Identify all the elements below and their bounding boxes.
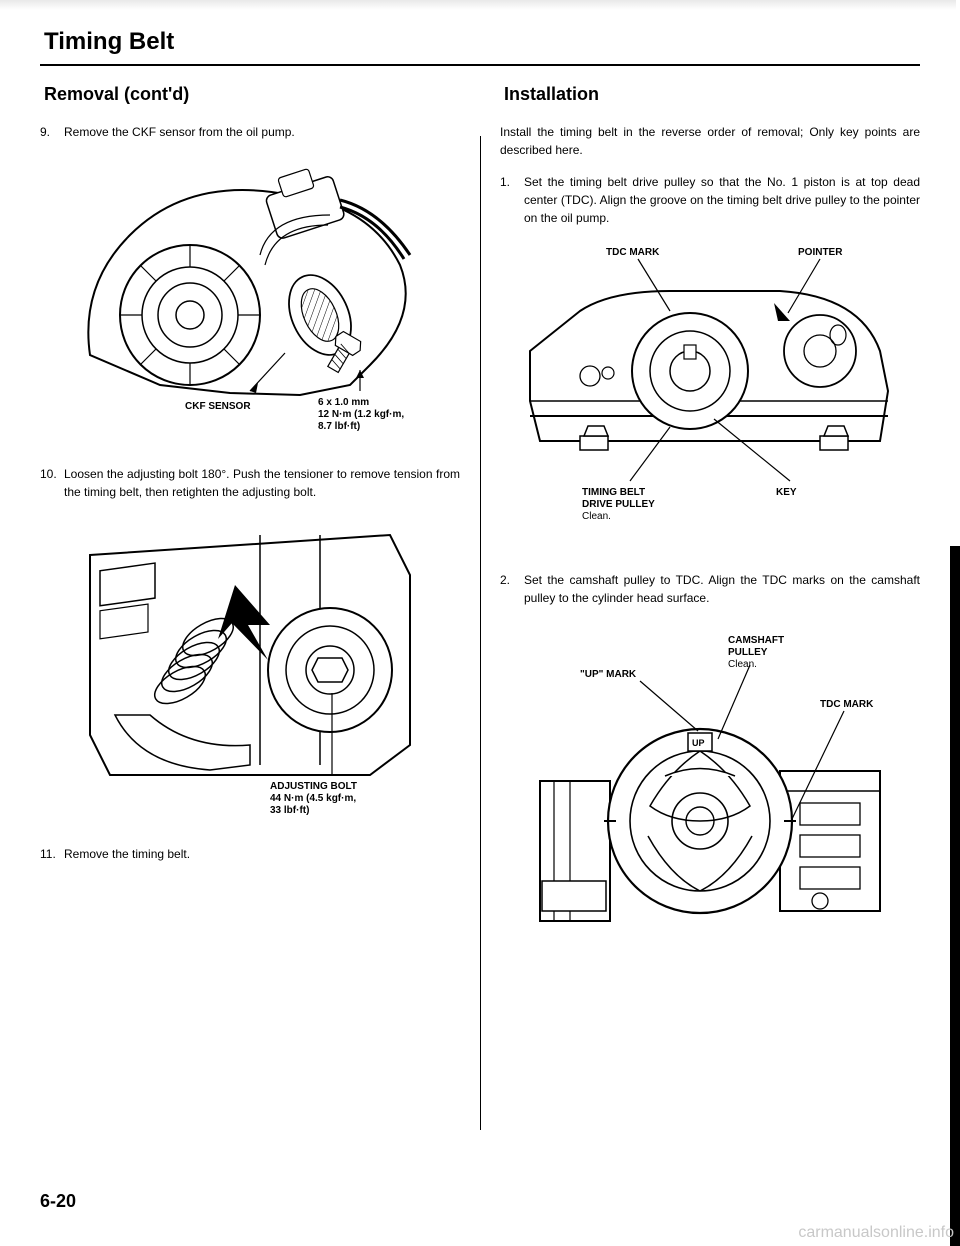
right-column: Installation Install the timing belt in … [480, 66, 920, 1170]
step-10: 10. Loosen the adjusting bolt 180°. Push… [40, 465, 460, 501]
ckf-sensor-label: CKF SENSOR [185, 401, 251, 412]
adjusting-bolt-l1: ADJUSTING BOLT [270, 781, 357, 792]
step-number: 1. [500, 173, 524, 227]
pointer-label: POINTER [798, 247, 843, 258]
camshaft-l3: Clean. [728, 659, 757, 670]
figure-drive-pulley: TDC MARK POINTER TIMING BELT DRIVE PULLE… [500, 241, 920, 541]
bolt-spec-l3: 8.7 lbf·ft) [318, 421, 360, 432]
left-column: Removal (cont'd) 9. Remove the CKF senso… [40, 66, 480, 1170]
timing-belt-l3: Clean. [582, 511, 611, 522]
camshaft-l1: CAMSHAFT [728, 635, 784, 646]
figure-camshaft-pulley: UP "UP" MARK CAMSHAFT PULLEY Clean. TDC … [500, 621, 920, 941]
step-text: Loosen the adjusting bolt 180°. Push the… [64, 465, 460, 501]
step-number: 10. [40, 465, 64, 501]
figure-adjusting-bolt: ADJUSTING BOLT 44 N·m (4.5 kgf·m, 33 lbf… [40, 515, 460, 815]
step-text: Remove the CKF sensor from the oil pump. [64, 123, 460, 141]
installation-heading: Installation [500, 84, 920, 105]
step-2: 2. Set the camshaft pulley to TDC. Align… [500, 571, 920, 607]
step-text: Set the camshaft pulley to TDC. Align th… [524, 571, 920, 607]
figure-ckf-sensor: CKF SENSOR 6 x 1.0 mm 12 N·m (1.2 kgf·m,… [40, 155, 460, 435]
up-mark-label: "UP" MARK [580, 669, 637, 680]
page-title: Timing Belt [40, 28, 920, 56]
adjusting-bolt-l2: 44 N·m (4.5 kgf·m, [270, 793, 356, 804]
key-label: KEY [776, 487, 797, 498]
tdc-mark-label: TDC MARK [606, 247, 660, 258]
step-text: Remove the timing belt. [64, 845, 460, 863]
page-edge-shadow [950, 546, 960, 1246]
step-text: Set the timing belt drive pulley so that… [524, 173, 920, 227]
step-11: 11. Remove the timing belt. [40, 845, 460, 863]
watermark: carmanualsonline.info [798, 1224, 954, 1242]
bolt-spec-l1: 6 x 1.0 mm [318, 397, 369, 408]
installation-intro: Install the timing belt in the reverse o… [500, 123, 920, 159]
camshaft-l2: PULLEY [728, 647, 768, 658]
step-number: 9. [40, 123, 64, 141]
column-divider [480, 136, 481, 1130]
timing-belt-l1: TIMING BELT [582, 487, 645, 498]
adjusting-bolt-l3: 33 lbf·ft) [270, 805, 309, 815]
removal-heading: Removal (cont'd) [40, 84, 460, 105]
svg-text:UP: UP [692, 738, 705, 748]
step-number: 11. [40, 845, 64, 863]
step-number: 2. [500, 571, 524, 607]
bolt-spec-l2: 12 N·m (1.2 kgf·m, [318, 409, 404, 420]
timing-belt-l2: DRIVE PULLEY [582, 499, 655, 510]
step-9: 9. Remove the CKF sensor from the oil pu… [40, 123, 460, 141]
step-1: 1. Set the timing belt drive pulley so t… [500, 173, 920, 227]
page-number: 6-20 [40, 1191, 76, 1212]
tdc-mark-label-2: TDC MARK [820, 699, 874, 710]
